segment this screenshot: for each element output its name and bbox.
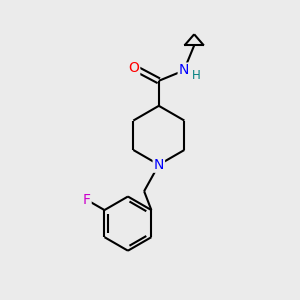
Text: O: O [128, 61, 139, 75]
Text: N: N [179, 64, 189, 77]
Text: N: N [154, 158, 164, 172]
Text: F: F [82, 193, 91, 207]
Text: H: H [192, 69, 201, 82]
